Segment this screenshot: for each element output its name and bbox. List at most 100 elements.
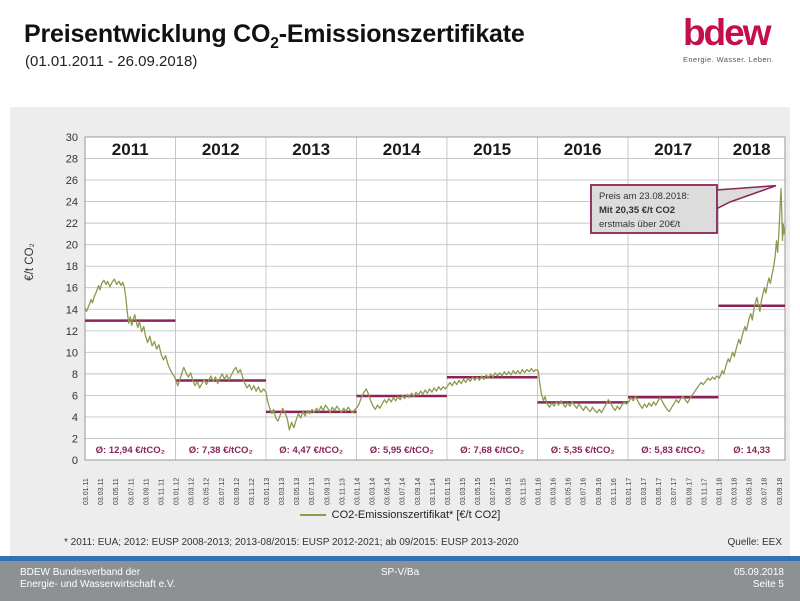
price-line: [84, 188, 786, 431]
y-tick-label: 30: [66, 132, 78, 144]
annotation-text-line: Preis am 23.08.2018:: [599, 191, 689, 202]
x-tick-label: 03.09.18: [777, 478, 784, 505]
divider-bar: [0, 556, 800, 561]
x-tick-label: 03.01.17: [626, 478, 633, 505]
x-tick-label: 03.11.13: [339, 478, 346, 505]
x-tick-label: 03.01.14: [354, 478, 361, 505]
x-tick-label: 03.09.12: [234, 478, 241, 505]
year-label: 2016: [564, 140, 602, 159]
x-tick-label: 03.03.14: [370, 478, 377, 505]
annotation-box: [590, 184, 718, 234]
bdew-logo: bdew Energie. Wasser. Leben.: [683, 14, 774, 64]
y-tick-label: 26: [66, 175, 78, 187]
x-tick-label: 03.05.14: [385, 478, 392, 505]
year-label: 2014: [383, 140, 421, 159]
y-tick-label: 4: [72, 412, 78, 424]
source-label: Quelle: EEX: [727, 537, 782, 548]
y-tick-label: 12: [66, 326, 78, 338]
x-tick-label: 03.01.11: [83, 478, 90, 505]
x-tick-label: 03.09.16: [596, 478, 603, 505]
x-tick-label: 03.03.12: [189, 478, 196, 505]
average-label-2013: Ø: 4,47 €/tCO₂: [279, 445, 343, 456]
x-tick-label: 03.11.11: [158, 479, 165, 505]
date-range-subtitle: (01.01.2011 - 26.09.2018): [25, 53, 198, 70]
x-tick-label: 03.09.14: [415, 478, 422, 505]
footer-org-line2: Energie- und Wasserwirtschaft e.V.: [20, 579, 176, 590]
x-tick-label: 03.03.15: [460, 478, 467, 505]
y-tick-label: 24: [66, 197, 78, 209]
average-label-2018: Ø: 14,33: [733, 445, 770, 456]
x-tick-label: 03.09.11: [143, 478, 150, 505]
footer-department: SP-V/Ba: [380, 567, 420, 578]
y-tick-label: 18: [66, 261, 78, 273]
x-tick-label: 03.07.13: [309, 478, 316, 505]
average-label-2015: Ø: 7,68 €/tCO₂: [460, 445, 524, 456]
footer-organization: BDEW Bundesverband der Energie- und Wass…: [20, 567, 175, 591]
x-tick-label: 03.11.12: [249, 478, 256, 505]
year-label: 2013: [292, 140, 330, 159]
x-tick-label: 03.03.11: [98, 478, 105, 505]
x-tick-label: 03.03.18: [732, 478, 739, 505]
plot-border: [84, 136, 786, 461]
legend-label: CO2-Emissionszertifikat* [€/t CO2]: [331, 509, 501, 521]
x-tick-label: 03.05.11: [113, 478, 120, 505]
footer-date-page: 05.09.2018 Seite 5: [734, 567, 784, 591]
x-tick-label: 03.01.12: [174, 478, 181, 505]
annotation-text-line: erstmals über 20€/t: [599, 219, 681, 230]
y-tick-label: 16: [66, 283, 78, 295]
x-tick-label: 03.07.18: [762, 478, 769, 505]
annotation-text-line: Mit 20,35 €/t CO2: [599, 205, 675, 216]
year-label: 2011: [112, 140, 149, 159]
footnote: * 2011: EUA; 2012: EUSP 2008-2013; 2013-…: [64, 537, 519, 548]
x-tick-label: 03.03.17: [641, 478, 648, 505]
year-label: 2018: [733, 140, 771, 159]
x-tick-label: 03.07.15: [490, 478, 497, 505]
title-subscript: 2: [270, 35, 279, 52]
x-tick-label: 03.01.18: [716, 478, 723, 505]
y-tick-label: 28: [66, 154, 78, 166]
chart-legend: CO2-Emissionszertifikat* [€/t CO2]: [0, 509, 800, 521]
x-tick-label: 03.05.18: [747, 478, 754, 505]
x-tick-label: 03.01.13: [264, 478, 271, 505]
y-tick-label: 0: [72, 455, 78, 467]
x-tick-label: 03.07.17: [671, 478, 678, 505]
x-tick-label: 03.03.16: [551, 478, 558, 505]
y-axis-label: €/t CO₂: [24, 243, 36, 281]
x-tick-label: 03.11.14: [430, 478, 437, 505]
bdew-logo-tagline: Energie. Wasser. Leben.: [682, 55, 774, 64]
x-tick-label: 03.07.11: [128, 478, 135, 505]
footer-page-number: Seite 5: [752, 579, 784, 590]
y-tick-label: 6: [72, 390, 78, 402]
x-tick-label: 03.05.17: [656, 478, 663, 505]
footer-bar: BDEW Bundesverband der Energie- und Wass…: [0, 561, 800, 601]
year-label: 2012: [202, 140, 240, 159]
average-label-2014: Ø: 5,95 €/tCO₂: [370, 445, 434, 456]
y-tick-label: 2: [72, 433, 78, 445]
x-tick-label: 03.01.15: [445, 478, 452, 505]
legend-line-swatch: [299, 514, 326, 516]
y-tick-label: 20: [66, 240, 78, 252]
footer-org-line1: BDEW Bundesverband der: [20, 567, 141, 578]
x-tick-label: 03.11.15: [520, 478, 527, 505]
average-label-2017: Ø: 5,83 €/tCO₂: [641, 445, 705, 456]
title-text: Preisentwicklung CO: [24, 20, 271, 48]
x-tick-label: 03.09.15: [505, 478, 512, 505]
x-tick-label: 03.01.16: [535, 478, 542, 505]
x-tick-label: 03.03.13: [279, 478, 286, 505]
x-tick-label: 03.07.14: [400, 478, 407, 505]
y-tick-label: 8: [72, 369, 78, 381]
x-tick-label: 03.05.12: [204, 478, 211, 505]
footer-date: 05.09.2018: [733, 567, 784, 578]
bdew-logo-wordmark: bdew: [682, 12, 772, 53]
x-tick-label: 03.07.12: [219, 478, 226, 505]
average-label-2016: Ø: 5,35 €/tCO₂: [551, 445, 615, 456]
title-text-rest: -Emissionszertifikate: [278, 20, 525, 48]
x-tick-label: 03.11.17: [701, 478, 708, 505]
x-tick-label: 03.05.13: [294, 478, 301, 505]
y-tick-label: 22: [66, 218, 78, 230]
page-title: Preisentwicklung CO2-Emissionszertifikat…: [24, 20, 525, 53]
year-label: 2015: [473, 140, 511, 159]
x-tick-label: 03.07.16: [581, 478, 588, 505]
